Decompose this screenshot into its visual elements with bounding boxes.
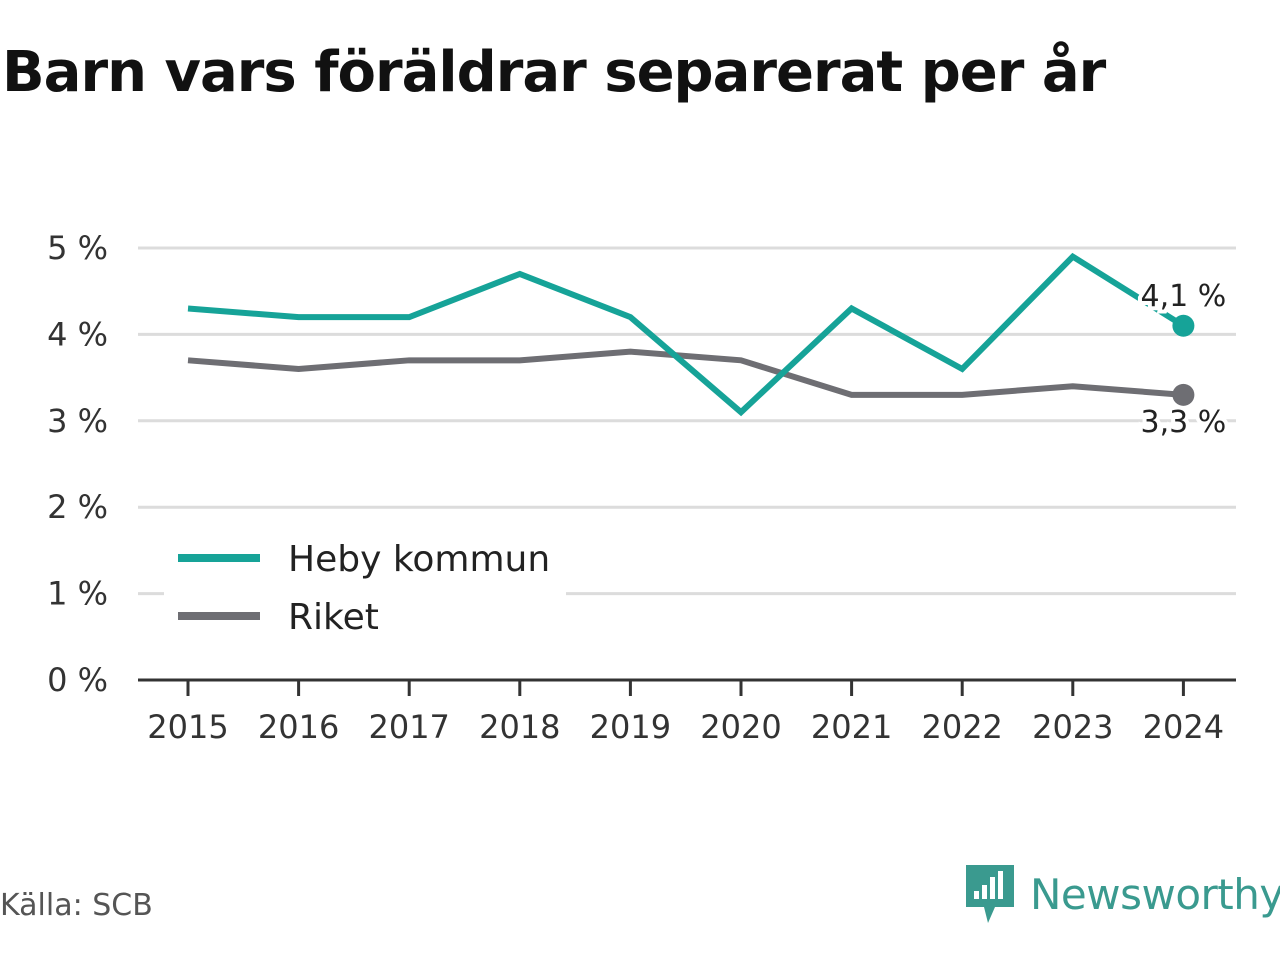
series-line [187, 252, 1185, 417]
x-tick-label: 2017 [368, 708, 449, 746]
legend-background [164, 522, 566, 644]
end-point-marker [1172, 314, 1195, 337]
y-tick-label: 2 % [47, 488, 108, 526]
end-point-marker [1172, 383, 1195, 406]
brand-name: Newsworthy [1030, 869, 1280, 919]
x-tick-label: 2018 [479, 708, 560, 746]
end-value-label: 4,1 % [1141, 279, 1227, 314]
legend-label: Riket [288, 597, 379, 638]
y-axis-tick-labels: 0 % 1 % 2 % 3 % 4 % 5 % [47, 229, 108, 699]
x-tick-label: 2023 [1032, 708, 1113, 746]
x-tick-label: 2024 [1143, 708, 1224, 746]
legend-label: Heby kommun [288, 539, 550, 580]
x-tick-label: 2016 [258, 708, 339, 746]
line-chart: 0 %1 %2 %3 %4 %5 % 2015 2016 2017 2018 2019 2… [47, 229, 1236, 746]
series-line [187, 348, 1184, 398]
x-tick-label: 2022 [921, 708, 1002, 746]
end-value-label: 3,3 % [1141, 405, 1227, 440]
y-tick-label: 5 % [47, 229, 108, 267]
x-tick-label: 2015 [147, 708, 228, 746]
source-note: Källa: SCB [0, 888, 153, 923]
y-tick-label: 1 % [47, 575, 108, 613]
y-tick-label: 4 % [47, 315, 108, 353]
chart-title: Barn vars föräldrar separerat per år [2, 40, 1106, 105]
series-lines: 4,1 % 3,3 % [187, 252, 1230, 444]
x-tick-label: 2021 [811, 708, 892, 746]
y-tick-label: 3 % [47, 402, 108, 440]
y-tick-label: 0 % [47, 661, 108, 699]
newsworthy-logo-icon [966, 865, 1014, 923]
legend: Heby kommun Riket [164, 522, 566, 644]
x-tick-label: 2019 [590, 708, 671, 746]
x-axis: 2015 2016 2017 2018 2019 2020 2021 2022 2023 2024 [138, 678, 1236, 746]
brand-logo: Newsworthy [964, 862, 1280, 926]
x-tick-label: 2020 [700, 708, 781, 746]
